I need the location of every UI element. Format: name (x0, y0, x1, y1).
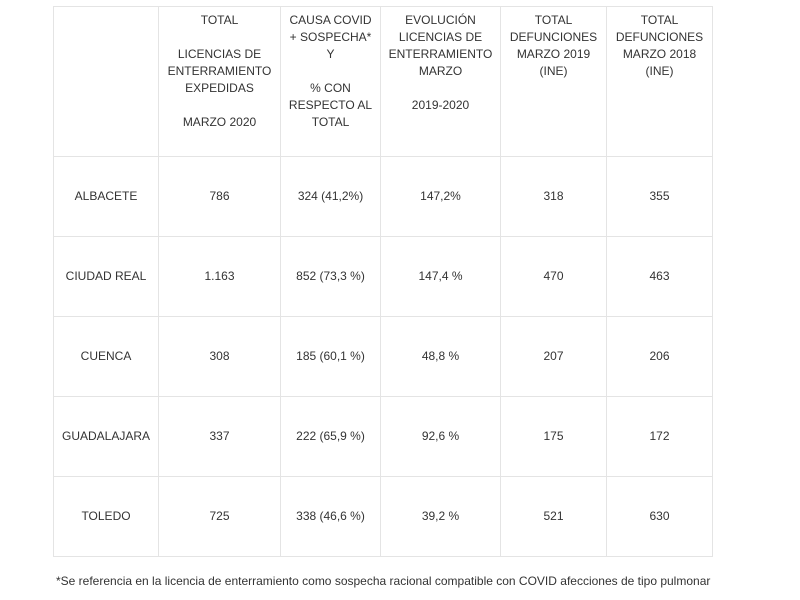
data-table-container: TOTAL LICENCIAS DE ENTERRAMIENTO EXPEDID… (53, 6, 713, 557)
evolucion-cell: 48,8 % (380, 316, 501, 397)
covid-cell: 324 (41,2%) (280, 156, 381, 237)
header-cell-empty (53, 6, 159, 157)
defunciones-2018-cell: 206 (606, 316, 713, 397)
licencias-table: TOTAL LICENCIAS DE ENTERRAMIENTO EXPEDID… (53, 6, 713, 557)
evolucion-cell: 39,2 % (380, 476, 501, 557)
covid-cell: 185 (60,1 %) (280, 316, 381, 397)
licencias-cell: 337 (158, 396, 281, 477)
table-row: ALBACETE 786 324 (41,2%) 147,2% 318 355 (53, 156, 713, 237)
footnote: *Se referencia en la licencia de enterra… (56, 574, 711, 588)
licencias-cell: 1.163 (158, 236, 281, 317)
covid-cell: 338 (46,6 %) (280, 476, 381, 557)
header-cell-defunciones-2019: TOTAL DEFUNCIONES MARZO 2019 (INE) (500, 6, 607, 157)
licencias-cell: 725 (158, 476, 281, 557)
licencias-cell: 786 (158, 156, 281, 237)
defunciones-2019-cell: 207 (500, 316, 607, 397)
defunciones-2018-cell: 172 (606, 396, 713, 477)
covid-cell: 852 (73,3 %) (280, 236, 381, 317)
evolucion-cell: 147,2% (380, 156, 501, 237)
covid-cell: 222 (65,9 %) (280, 396, 381, 477)
defunciones-2019-cell: 318 (500, 156, 607, 237)
evolucion-cell: 92,6 % (380, 396, 501, 477)
header-cell-total-licencias: TOTAL LICENCIAS DE ENTERRAMIENTO EXPEDID… (158, 6, 281, 157)
table-row: TOLEDO 725 338 (46,6 %) 39,2 % 521 630 (53, 476, 713, 557)
province-cell: GUADALAJARA (53, 396, 159, 477)
table-row: CUENCA 308 185 (60,1 %) 48,8 % 207 206 (53, 316, 713, 397)
defunciones-2019-cell: 175 (500, 396, 607, 477)
province-cell: CIUDAD REAL (53, 236, 159, 317)
licencias-cell: 308 (158, 316, 281, 397)
province-cell: TOLEDO (53, 476, 159, 557)
table-row: GUADALAJARA 337 222 (65,9 %) 92,6 % 175 … (53, 396, 713, 477)
header-row: TOTAL LICENCIAS DE ENTERRAMIENTO EXPEDID… (53, 6, 713, 157)
defunciones-2018-cell: 463 (606, 236, 713, 317)
defunciones-2018-cell: 630 (606, 476, 713, 557)
evolucion-cell: 147,4 % (380, 236, 501, 317)
header-cell-evolucion: EVOLUCIÓN LICENCIAS DE ENTERRAMIENTO MAR… (380, 6, 501, 157)
header-cell-causa-covid: CAUSA COVID + SOSPECHA* Y % CON RESPECTO… (280, 6, 381, 157)
province-cell: ALBACETE (53, 156, 159, 237)
defunciones-2018-cell: 355 (606, 156, 713, 237)
defunciones-2019-cell: 470 (500, 236, 607, 317)
defunciones-2019-cell: 521 (500, 476, 607, 557)
header-cell-defunciones-2018: TOTAL DEFUNCIONES MARZO 2018 (INE) (606, 6, 713, 157)
province-cell: CUENCA (53, 316, 159, 397)
table-row: CIUDAD REAL 1.163 852 (73,3 %) 147,4 % 4… (53, 236, 713, 317)
